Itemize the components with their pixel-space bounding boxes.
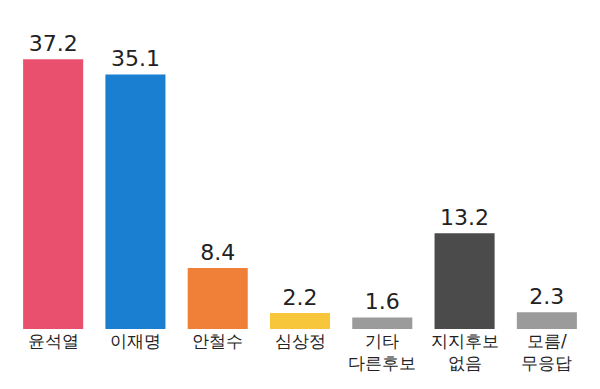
svg-text:8.4: 8.4 [200, 240, 235, 265]
svg-text:35.1: 35.1 [111, 46, 160, 71]
svg-text:모름/무응답: 모름/무응답 [521, 331, 572, 373]
svg-text:37.2: 37.2 [29, 31, 78, 56]
svg-text:지지후보없음: 지지후보없음 [431, 331, 499, 373]
svg-text:안철수: 안철수 [192, 331, 243, 351]
svg-text:윤석열: 윤석열 [28, 331, 79, 351]
svg-text:2.3: 2.3 [529, 284, 564, 309]
svg-text:2.2: 2.2 [283, 285, 318, 310]
svg-text:13.2: 13.2 [440, 205, 489, 230]
svg-text:심상정: 심상정 [275, 331, 326, 351]
svg-text:1.6: 1.6 [365, 289, 400, 314]
svg-text:기타다른후보: 기타다른후보 [348, 331, 416, 373]
svg-text:이재명: 이재명 [110, 331, 161, 351]
